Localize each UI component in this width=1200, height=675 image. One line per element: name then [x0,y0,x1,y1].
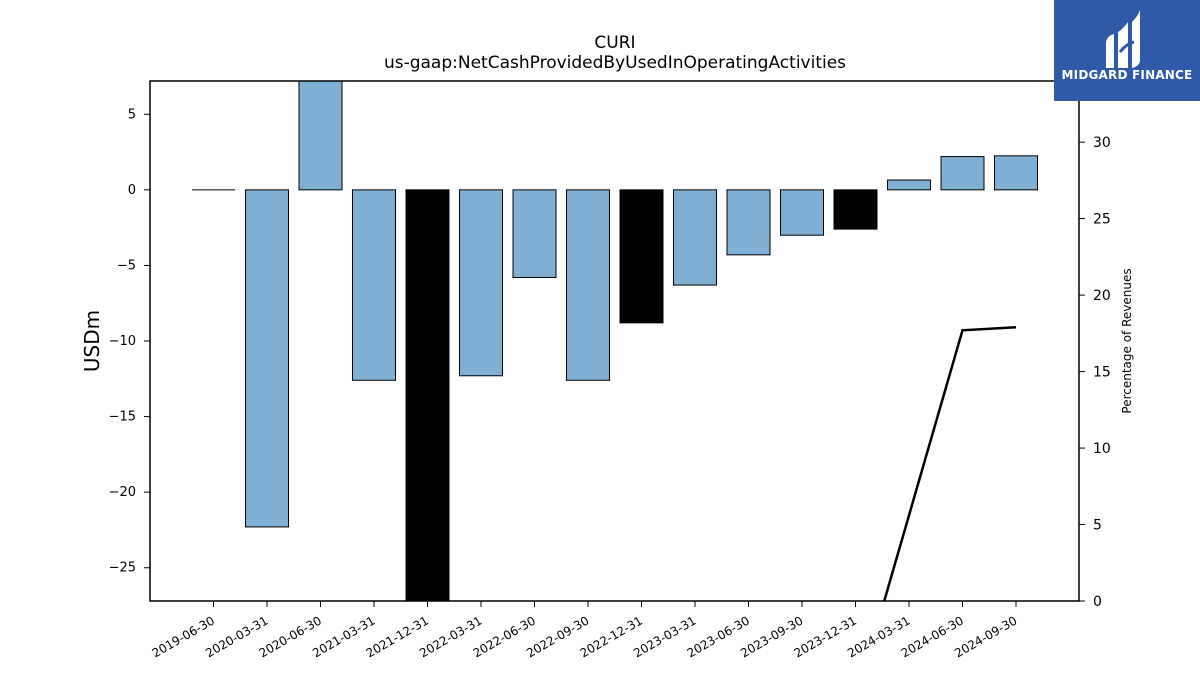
y-tick-label-left: 0 [128,183,136,198]
y-tick-label-right: 5 [1093,518,1102,534]
bar [406,190,449,601]
y-tick-label-left: −25 [109,561,136,576]
bar [460,190,503,376]
bar [620,190,663,323]
bar [353,190,396,380]
logo-mark-icon [1054,0,1200,70]
bar [513,190,556,278]
y-tick-label-left: 5 [128,107,136,122]
bar [781,190,824,235]
chart-subtitle: us-gaap:NetCashProvidedByUsedInOperating… [384,53,846,73]
y-tick-label-right: 15 [1093,365,1111,381]
midgard-finance-logo: MIDGARD FINANCE [1054,0,1200,101]
bar [246,190,289,527]
chart-title: CURI [594,33,635,53]
y-tick-label-left: −5 [117,258,136,273]
percentage-line [884,327,1016,601]
bar [727,190,770,255]
bar [299,81,342,190]
y-tick-label-right: 20 [1093,288,1111,304]
plot-frame [150,81,1079,601]
plot-area [192,81,1038,601]
bar [834,190,877,229]
bar [888,180,931,190]
y-tick-label-right: 10 [1093,441,1111,457]
y-tick-label-left: −20 [109,485,136,500]
y-tick-label-right: 30 [1093,135,1111,151]
y-tick-label-left: −15 [109,410,136,425]
y-tick-label-right: 25 [1093,212,1111,228]
y-tick-label-left: −10 [109,334,136,349]
y-axis-label-right: Percentage of Revenues [1120,268,1134,413]
bar [674,190,717,285]
logo-text: MIDGARD FINANCE [1054,68,1200,82]
bar [567,190,610,380]
chart: CURI us-gaap:NetCashProvidedByUsedInOper… [0,0,1200,675]
y-axis-label-left: USDm [80,310,104,372]
bar [995,156,1038,190]
y-tick-label-right: 0 [1093,594,1102,610]
bar [941,157,984,190]
